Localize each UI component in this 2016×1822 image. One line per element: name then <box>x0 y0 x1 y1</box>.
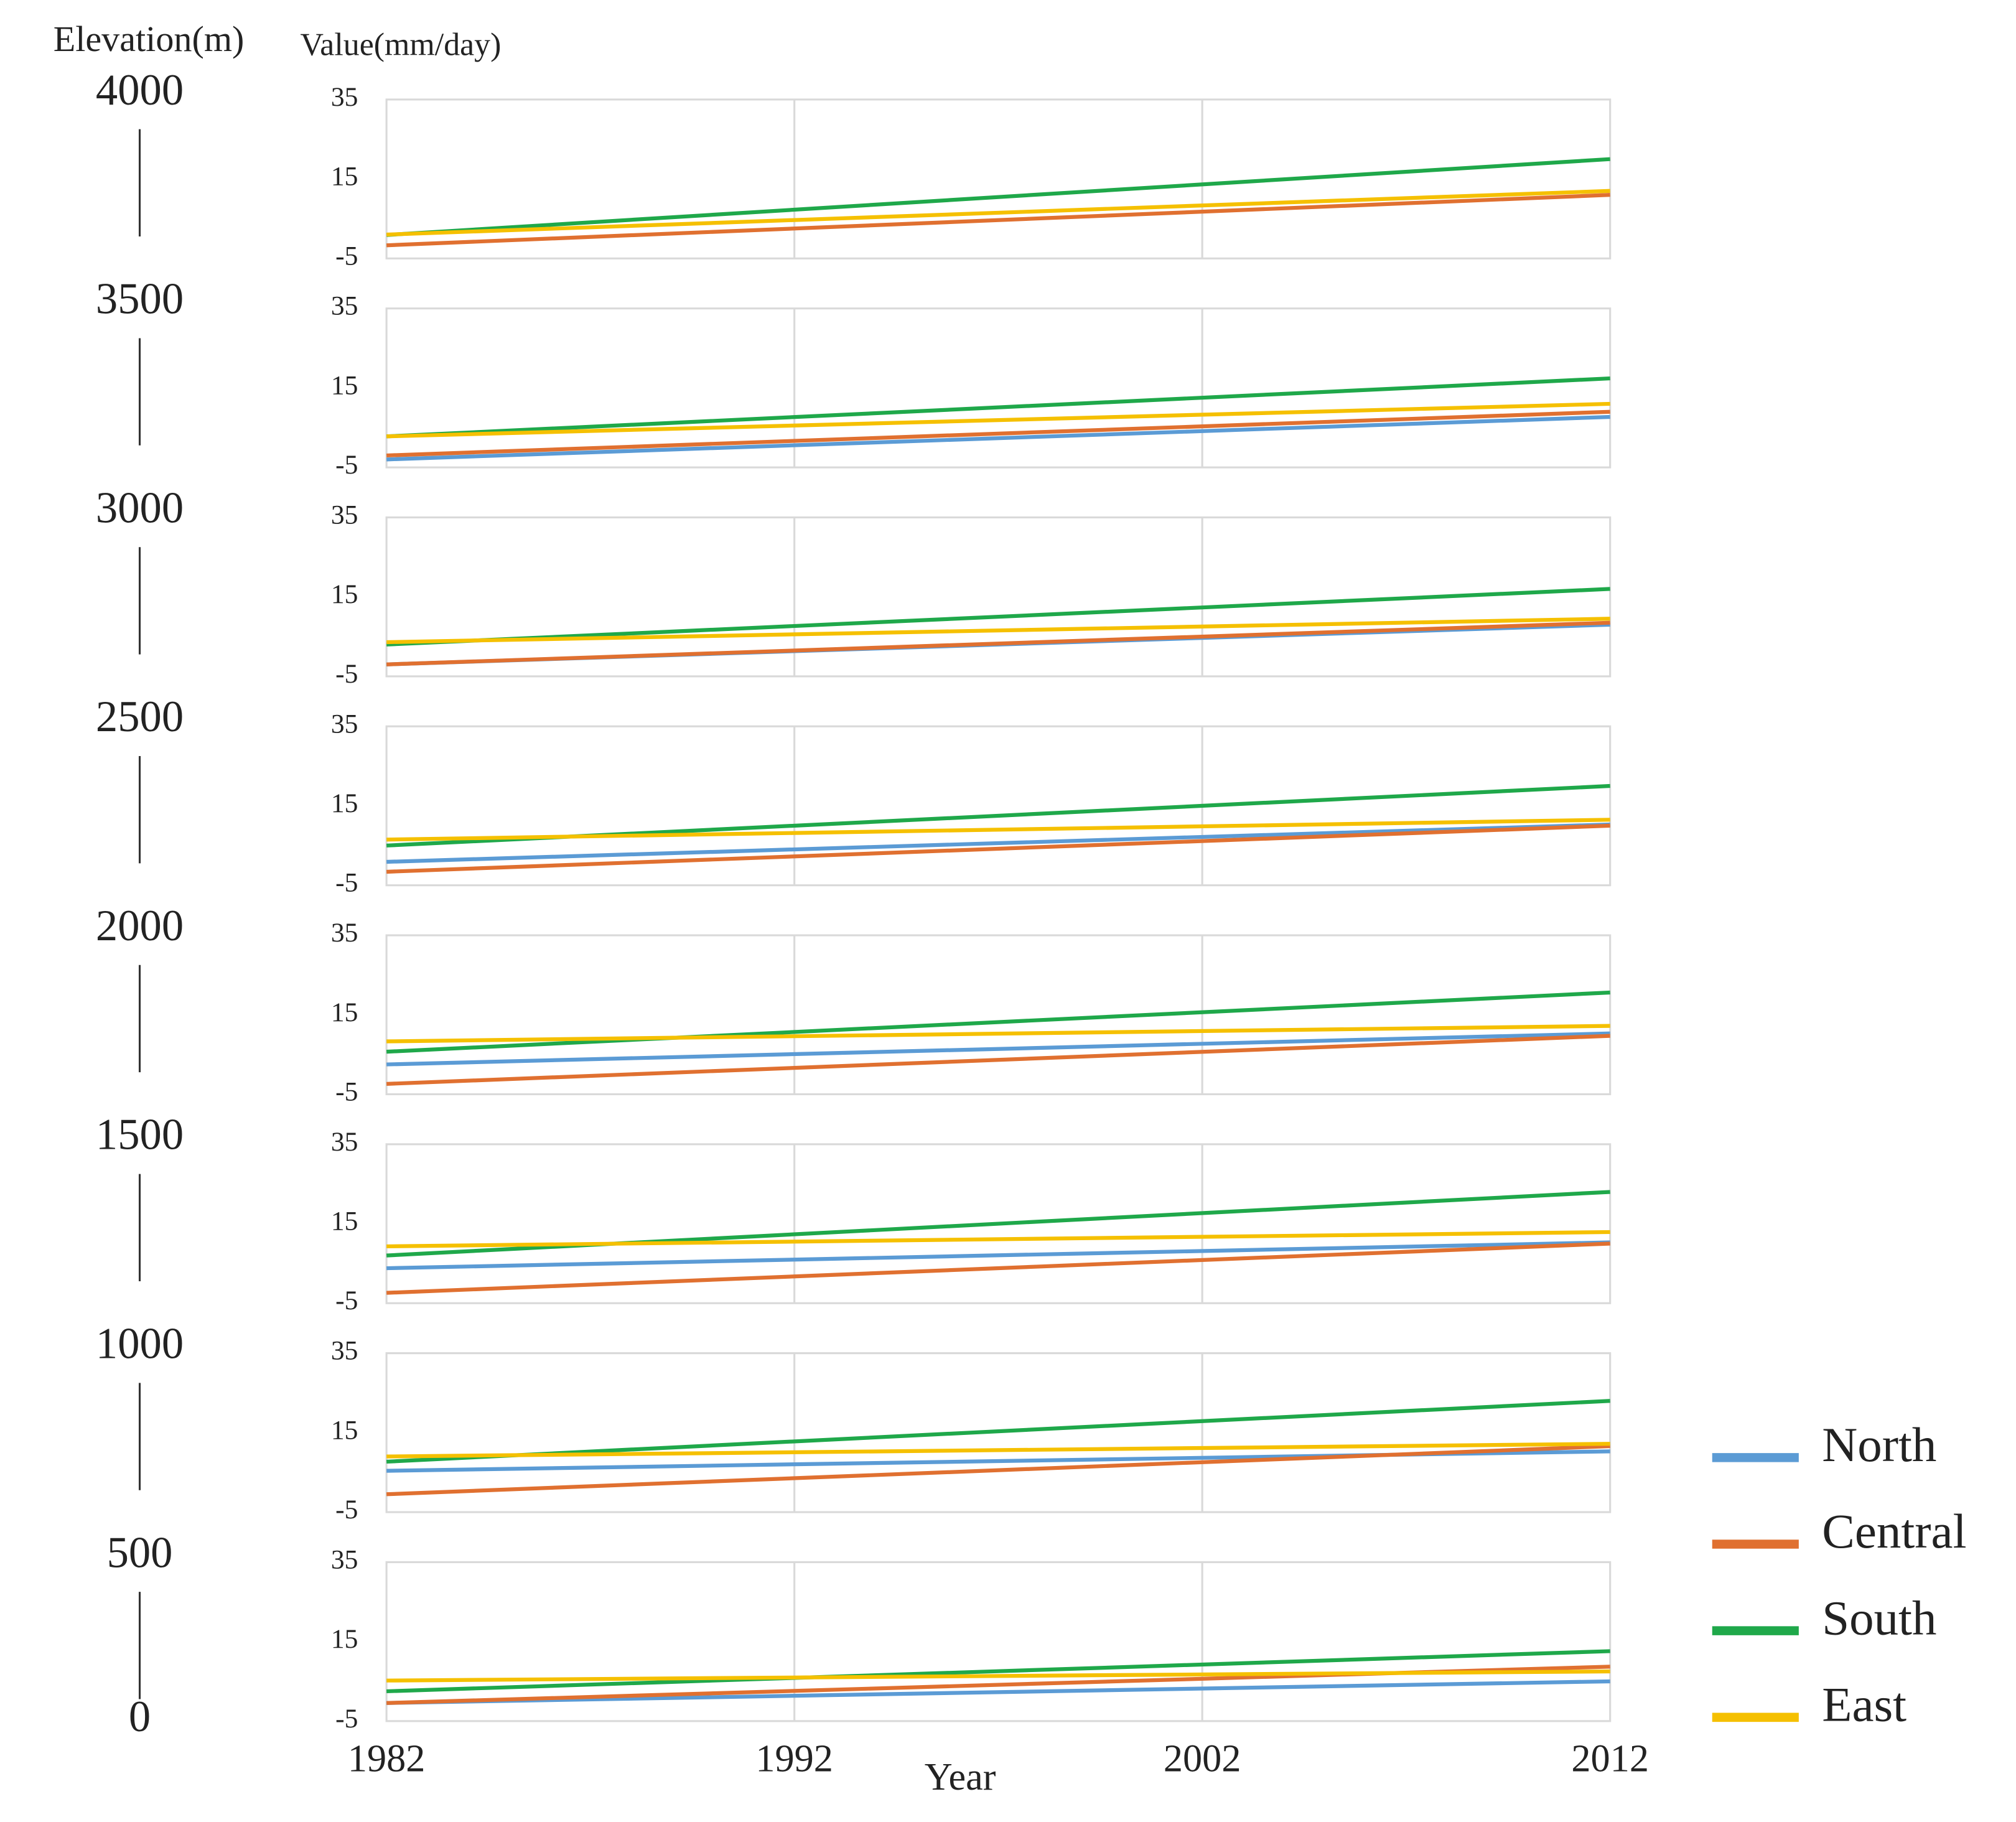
series-line <box>386 414 1610 462</box>
y-tick-label: 35 <box>331 1127 358 1157</box>
y-tick-label: 15 <box>331 1415 358 1445</box>
y-tick-label: 15 <box>331 1207 358 1236</box>
series-line <box>386 1034 1610 1086</box>
elevation-tick-label: 2500 <box>96 693 184 741</box>
legend-label: South <box>1822 1591 1936 1645</box>
x-tick-label: 1982 <box>348 1737 426 1780</box>
y-tick-label: 15 <box>331 162 358 192</box>
x-axis-label: Year <box>925 1755 996 1798</box>
y-tick-label: 35 <box>331 82 358 112</box>
series-line <box>386 1031 1610 1067</box>
y-tick-label: -5 <box>335 1286 358 1315</box>
series-line <box>386 617 1610 645</box>
x-tick-label: 1992 <box>755 1737 833 1780</box>
series-line <box>386 157 1610 237</box>
elevation-tick-label: 4000 <box>96 66 184 114</box>
y-tick-label: 15 <box>331 997 358 1027</box>
y-tick-label: -5 <box>335 1077 358 1106</box>
panel-frame <box>385 1561 1612 1722</box>
legend-label: East <box>1822 1678 1906 1732</box>
series-line <box>386 193 1610 248</box>
y-tick-label: 15 <box>331 1624 358 1654</box>
elevation-tick-label: 0 <box>129 1693 151 1741</box>
y-tick-label: 35 <box>331 918 358 948</box>
panel-frame <box>385 1143 1612 1304</box>
elevation-tick-label: 500 <box>107 1528 173 1577</box>
series-line <box>386 1679 1610 1705</box>
series-line <box>386 1649 1610 1694</box>
series-line <box>386 822 1610 864</box>
series-line <box>386 587 1610 647</box>
elevation-tick-label: 3500 <box>96 275 184 324</box>
y-tick-label: 15 <box>331 788 358 818</box>
series-line <box>386 1444 1610 1497</box>
series-line <box>386 1442 1610 1459</box>
series-line <box>386 818 1610 842</box>
y-tick-label: 15 <box>331 370 358 400</box>
y-tick-label: -5 <box>335 450 358 480</box>
panel-frame <box>385 307 1612 469</box>
panel-frame <box>385 725 1612 887</box>
elevation-label: Elevation(m) <box>54 19 245 59</box>
y-tick-label: 35 <box>331 500 358 530</box>
panel-frame <box>385 516 1612 678</box>
y-tick-label: -5 <box>335 868 358 898</box>
panel-frame <box>385 934 1612 1096</box>
series-line <box>386 1240 1610 1271</box>
elevation-tick-label: 3000 <box>96 484 184 532</box>
panel-frame <box>385 98 1612 259</box>
y-tick-label: -5 <box>335 659 358 689</box>
y-axis-label: Value(mm/day) <box>301 27 502 63</box>
y-tick-label: -5 <box>335 1704 358 1734</box>
elevation-tick-label: 2000 <box>96 902 184 950</box>
y-tick-label: -5 <box>335 241 358 271</box>
series-line <box>386 409 1610 458</box>
x-tick-label: 2002 <box>1164 1737 1241 1780</box>
y-tick-label: -5 <box>335 1495 358 1525</box>
series-line <box>386 189 1610 237</box>
y-tick-label: 35 <box>331 709 358 739</box>
series-line <box>386 401 1610 439</box>
series-line <box>386 1399 1610 1464</box>
series-line <box>386 1230 1610 1249</box>
series-line <box>386 990 1610 1054</box>
legend-label: Central <box>1822 1505 1966 1559</box>
y-tick-label: 35 <box>331 1544 358 1574</box>
y-tick-label: 35 <box>331 291 358 321</box>
legend-label: North <box>1822 1418 1936 1472</box>
series-line <box>386 1241 1610 1295</box>
panel-frame <box>385 1352 1612 1513</box>
elevation-tick-label: 1500 <box>96 1111 184 1159</box>
series-line <box>386 620 1610 666</box>
elevation-tick-label: 1000 <box>96 1320 184 1368</box>
series-line <box>386 376 1610 439</box>
y-tick-label: 15 <box>331 579 358 609</box>
series-line <box>386 1669 1610 1683</box>
series-line <box>386 823 1610 874</box>
y-tick-label: 35 <box>331 1336 358 1366</box>
x-tick-label: 2012 <box>1571 1737 1649 1780</box>
series-line <box>386 1024 1610 1044</box>
